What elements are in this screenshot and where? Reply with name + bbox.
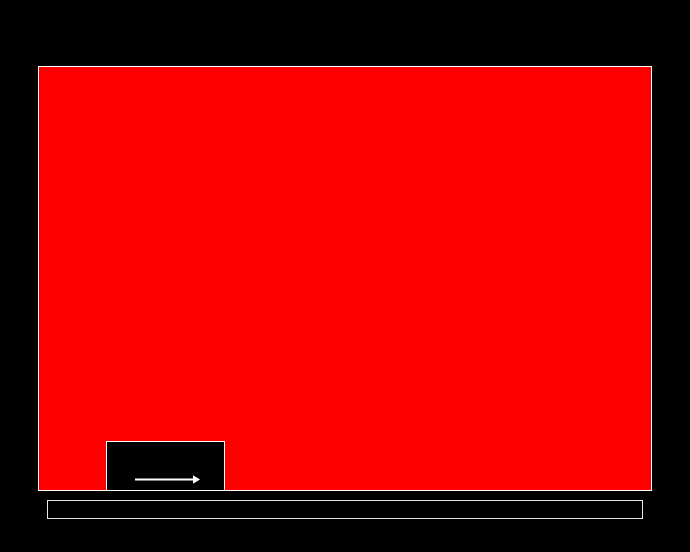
weather-map-plot[interactable] bbox=[38, 66, 652, 491]
map-canvas bbox=[39, 67, 651, 490]
wind-scale-legend bbox=[106, 441, 225, 490]
wind-arrow-icon bbox=[135, 475, 200, 484]
pressure-colorbar[interactable] bbox=[47, 500, 643, 519]
